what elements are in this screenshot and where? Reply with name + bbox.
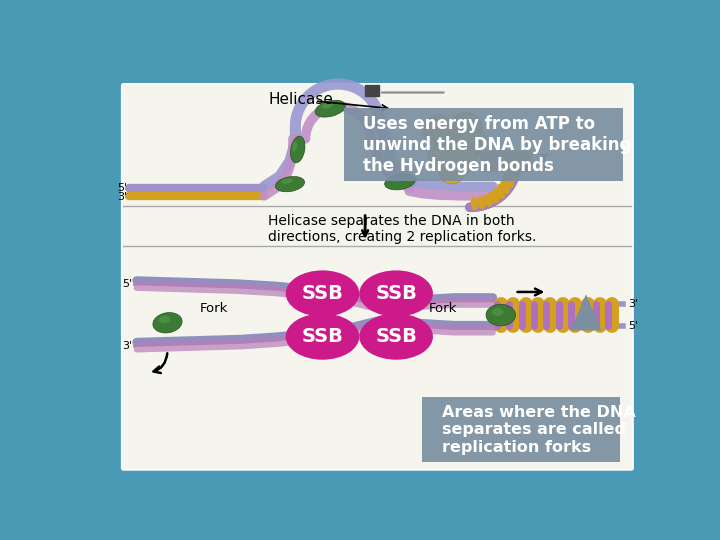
Ellipse shape: [315, 100, 346, 117]
Ellipse shape: [391, 176, 403, 181]
Ellipse shape: [437, 127, 468, 157]
Text: SSB: SSB: [302, 327, 343, 346]
Text: SSB: SSB: [375, 284, 417, 303]
Ellipse shape: [446, 144, 477, 173]
Ellipse shape: [438, 158, 466, 184]
Text: 5': 5': [117, 183, 127, 193]
FancyBboxPatch shape: [422, 397, 620, 462]
Ellipse shape: [486, 304, 516, 326]
Ellipse shape: [423, 115, 455, 146]
Text: Fork: Fork: [428, 302, 456, 315]
Ellipse shape: [462, 134, 471, 141]
Text: SSB: SSB: [302, 284, 343, 303]
Ellipse shape: [290, 136, 305, 163]
Ellipse shape: [359, 271, 433, 316]
Text: 5': 5': [538, 162, 548, 172]
Bar: [365, 85, 379, 96]
Ellipse shape: [286, 271, 359, 316]
Ellipse shape: [292, 141, 297, 152]
Ellipse shape: [275, 177, 305, 192]
Ellipse shape: [452, 150, 461, 157]
Ellipse shape: [456, 129, 487, 158]
Ellipse shape: [443, 163, 450, 169]
Text: SSB: SSB: [375, 327, 417, 346]
Ellipse shape: [384, 174, 415, 190]
Ellipse shape: [433, 148, 441, 156]
Text: Helicase separates the DNA in both
directions, creating 2 replication forks.: Helicase separates the DNA in both direc…: [269, 214, 536, 244]
Ellipse shape: [428, 143, 457, 171]
Text: 3': 3': [628, 299, 638, 309]
Ellipse shape: [286, 314, 359, 360]
Ellipse shape: [153, 313, 182, 333]
Polygon shape: [570, 294, 601, 330]
Text: 5': 5': [628, 321, 638, 331]
Ellipse shape: [321, 103, 333, 109]
Text: Fork: Fork: [200, 302, 228, 315]
Ellipse shape: [359, 314, 433, 360]
FancyArrowPatch shape: [518, 288, 541, 295]
Ellipse shape: [492, 308, 503, 316]
Text: 5': 5': [122, 279, 132, 289]
FancyBboxPatch shape: [122, 84, 633, 470]
Ellipse shape: [449, 112, 482, 143]
Text: Uses energy from ATP to
unwind the DNA by breaking
the Hydrogen bonds: Uses energy from ATP to unwind the DNA b…: [364, 115, 631, 174]
Ellipse shape: [429, 121, 438, 129]
Text: Areas where the DNA
separates are called
replication forks: Areas where the DNA separates are called…: [442, 405, 636, 455]
FancyArrowPatch shape: [153, 353, 167, 373]
Text: Helicase: Helicase: [269, 92, 333, 107]
Text: 3': 3': [538, 154, 548, 164]
FancyBboxPatch shape: [344, 109, 623, 181]
Ellipse shape: [158, 316, 170, 323]
Ellipse shape: [443, 133, 451, 140]
Ellipse shape: [281, 178, 292, 184]
Text: 3': 3': [117, 192, 127, 202]
Text: 3': 3': [122, 341, 132, 351]
Ellipse shape: [456, 119, 465, 126]
